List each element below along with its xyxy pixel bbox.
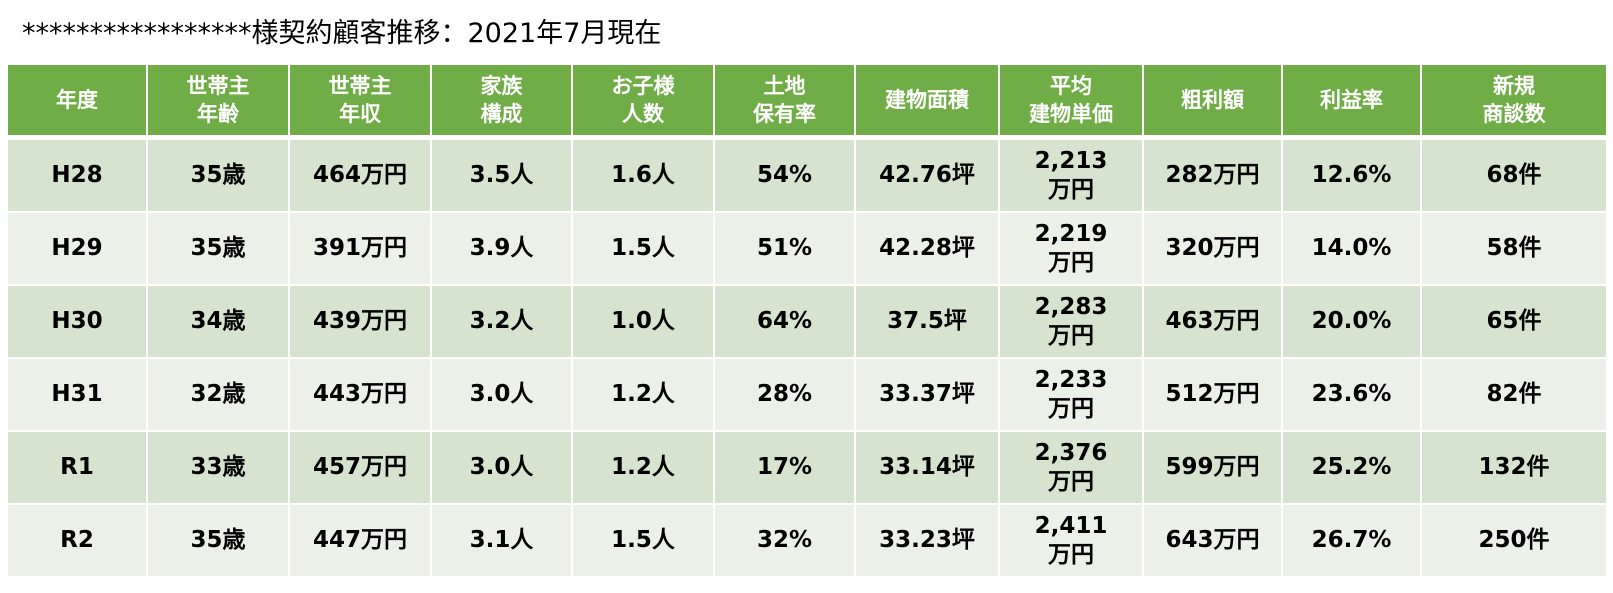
cell-age: 33歳: [146, 430, 290, 505]
cell-margin: 12.6%: [1281, 136, 1422, 213]
cell-gross-profit: 463万円: [1142, 284, 1283, 359]
cell-area: 42.28坪: [854, 211, 1000, 286]
cell-unit-price: 2,283 万円: [998, 284, 1144, 359]
cell-negotiations: 65件: [1420, 284, 1608, 359]
cell-land: 51%: [713, 211, 856, 286]
cell-negotiations: 132件: [1420, 430, 1608, 505]
cell-land: 28%: [713, 357, 856, 432]
cell-age: 32歳: [146, 357, 290, 432]
cell-family: 3.5人: [430, 136, 573, 213]
cell-area: 33.37坪: [854, 357, 1000, 432]
cell-unit-price: 2,376 万円: [998, 430, 1144, 505]
cell-children: 1.2人: [571, 357, 715, 432]
customer-trend-table: 年度 世帯主 年齢 世帯主 年収 家族 構成 お子様 人数: [6, 63, 1608, 578]
cell-income: 391万円: [288, 211, 432, 286]
cell-income: 457万円: [288, 430, 432, 505]
cell-area: 37.5坪: [854, 284, 1000, 359]
cell-children: 1.0人: [571, 284, 715, 359]
cell-children: 1.5人: [571, 503, 715, 578]
table-row: R2 35歳 447万円 3.1人 1.5人 32% 33.23坪 2,411 …: [6, 503, 1608, 578]
cell-land: 54%: [713, 136, 856, 213]
cell-negotiations: 68件: [1420, 136, 1608, 213]
cell-children: 1.6人: [571, 136, 715, 213]
header-family-size: 家族 構成: [430, 63, 573, 140]
cell-margin: 20.0%: [1281, 284, 1422, 359]
cell-gross-profit: 282万円: [1142, 136, 1283, 213]
table-row: H30 34歳 439万円 3.2人 1.0人 64% 37.5坪 2,283 …: [6, 284, 1608, 359]
header-gross-profit: 粗利額: [1142, 63, 1283, 140]
table-row: H28 35歳 464万円 3.5人 1.6人 54% 42.76坪 2,213…: [6, 136, 1608, 213]
cell-year: H31: [6, 357, 148, 432]
cell-children: 1.2人: [571, 430, 715, 505]
cell-negotiations: 58件: [1420, 211, 1608, 286]
cell-gross-profit: 320万円: [1142, 211, 1283, 286]
cell-gross-profit: 643万円: [1142, 503, 1283, 578]
table-body: H28 35歳 464万円 3.5人 1.6人 54% 42.76坪 2,213…: [6, 136, 1608, 578]
cell-land: 17%: [713, 430, 856, 505]
cell-income: 443万円: [288, 357, 432, 432]
header-new-negotiations: 新規 商談数: [1420, 63, 1608, 140]
cell-negotiations: 82件: [1420, 357, 1608, 432]
header-head-age: 世帯主 年齢: [146, 63, 290, 140]
cell-year: H30: [6, 284, 148, 359]
cell-income: 439万円: [288, 284, 432, 359]
cell-margin: 25.2%: [1281, 430, 1422, 505]
header-land-ownership: 土地 保有率: [713, 63, 856, 140]
cell-age: 35歳: [146, 211, 290, 286]
cell-age: 35歳: [146, 136, 290, 213]
cell-year: H28: [6, 136, 148, 213]
header-avg-unit-price: 平均 建物単価: [998, 63, 1144, 140]
cell-land: 32%: [713, 503, 856, 578]
cell-margin: 26.7%: [1281, 503, 1422, 578]
cell-margin: 23.6%: [1281, 357, 1422, 432]
header-head-income: 世帯主 年収: [288, 63, 432, 140]
header-building-area: 建物面積: [854, 63, 1000, 140]
cell-gross-profit: 512万円: [1142, 357, 1283, 432]
cell-negotiations: 250件: [1420, 503, 1608, 578]
cell-margin: 14.0%: [1281, 211, 1422, 286]
cell-year: R2: [6, 503, 148, 578]
cell-year: H29: [6, 211, 148, 286]
cell-family: 3.1人: [430, 503, 573, 578]
cell-land: 64%: [713, 284, 856, 359]
cell-unit-price: 2,233 万円: [998, 357, 1144, 432]
table-row: R1 33歳 457万円 3.0人 1.2人 17% 33.14坪 2,376 …: [6, 430, 1608, 505]
cell-family: 3.2人: [430, 284, 573, 359]
cell-children: 1.5人: [571, 211, 715, 286]
table-header: 年度 世帯主 年齢 世帯主 年収 家族 構成 お子様 人数: [6, 63, 1608, 140]
cell-family: 3.0人: [430, 430, 573, 505]
cell-income: 464万円: [288, 136, 432, 213]
header-children-count: お子様 人数: [571, 63, 715, 140]
cell-unit-price: 2,219 万円: [998, 211, 1144, 286]
cell-unit-price: 2,213 万円: [998, 136, 1144, 213]
cell-area: 33.23坪: [854, 503, 1000, 578]
cell-unit-price: 2,411 万円: [998, 503, 1144, 578]
header-row: 年度 世帯主 年齢 世帯主 年収 家族 構成 お子様 人数: [6, 63, 1608, 140]
cell-gross-profit: 599万円: [1142, 430, 1283, 505]
cell-family: 3.9人: [430, 211, 573, 286]
cell-age: 35歳: [146, 503, 290, 578]
cell-area: 42.76坪: [854, 136, 1000, 213]
cell-income: 447万円: [288, 503, 432, 578]
cell-year: R1: [6, 430, 148, 505]
cell-family: 3.0人: [430, 357, 573, 432]
table-row: H31 32歳 443万円 3.0人 1.2人 28% 33.37坪 2,233…: [6, 357, 1608, 432]
header-profit-margin: 利益率: [1281, 63, 1422, 140]
cell-area: 33.14坪: [854, 430, 1000, 505]
cell-age: 34歳: [146, 284, 290, 359]
header-year: 年度: [6, 63, 148, 140]
table-row: H29 35歳 391万円 3.9人 1.5人 51% 42.28坪 2,219…: [6, 211, 1608, 286]
page-title: *****************様契約顧客推移：2021年7月現在: [22, 18, 662, 49]
